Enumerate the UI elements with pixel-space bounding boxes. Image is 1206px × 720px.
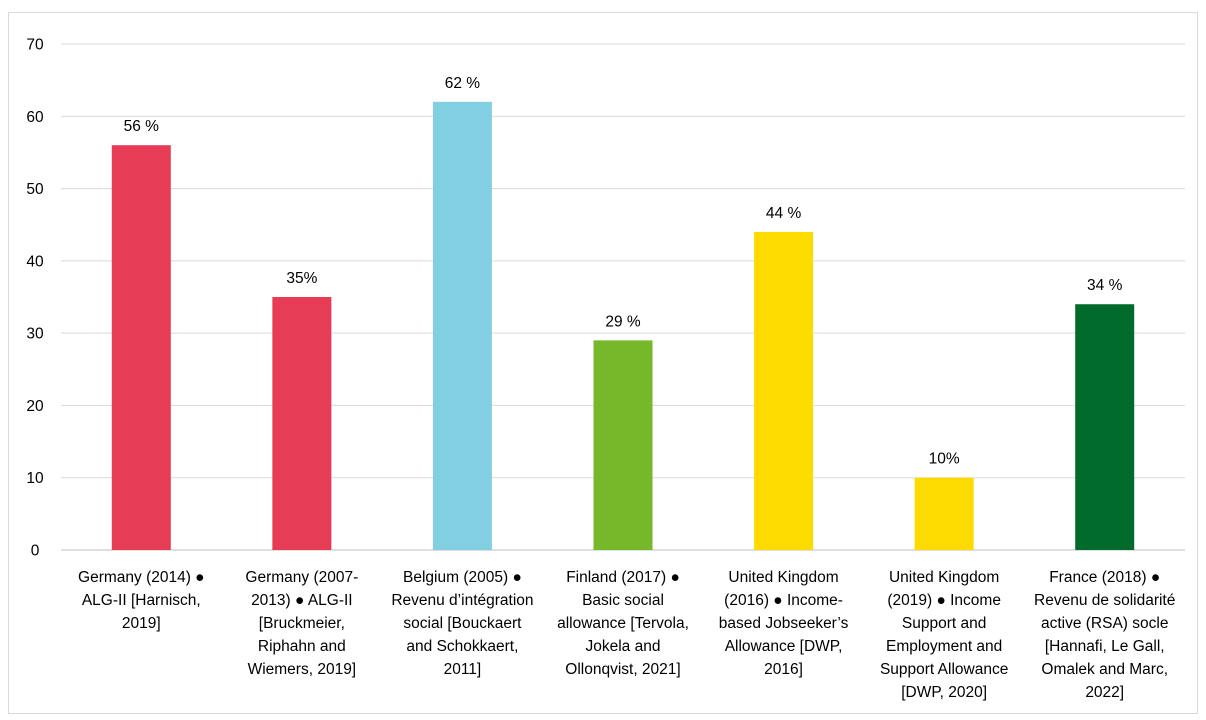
category-label-line: Germany (2007- — [245, 569, 358, 586]
bar-4 — [593, 340, 653, 550]
y-tick-label: 20 — [26, 398, 44, 415]
category-label-line: (2019) ● Income — [887, 592, 1001, 609]
bar-5 — [754, 231, 814, 550]
category-label-line: United Kingdom — [728, 569, 838, 586]
y-tick-label: 0 — [31, 543, 40, 560]
data-label-7: 34 % — [1087, 277, 1123, 294]
category-label-line: active (RSA) socle — [1041, 615, 1168, 632]
category-label-line: 2022] — [1085, 684, 1124, 701]
data-label-3: 62 % — [445, 75, 481, 92]
category-label-1: Germany (2014) ● ALG-II [Harnisch, 2019] — [78, 569, 205, 632]
category-label-line: social [Bouckaert — [403, 615, 522, 632]
category-label-line: [DWP, 2020] — [901, 684, 987, 701]
y-tick-label: 70 — [26, 37, 44, 54]
chart-area: 0 10 20 30 40 50 60 70 56 % Germany (2014) ● ALG-I… — [8, 12, 1198, 714]
bar-6 — [914, 477, 974, 550]
category-label-line: 2011] — [444, 661, 482, 678]
category-label-2: Germany (2007- 2013) ● ALG-II [Bruckmeier,… — [245, 569, 358, 678]
category-label-line: United Kingdom — [889, 569, 999, 586]
bar-1 — [111, 145, 171, 550]
category-label-5: United Kingdom (2016) ● Income-based Jobs… — [719, 569, 849, 678]
data-label-6: 10% — [929, 451, 960, 468]
category-label-line: Ollonqvist, 2021] — [565, 661, 680, 678]
bar-2 — [272, 297, 332, 550]
category-label-6: United Kingdom (2019) ● Income Support and… — [880, 569, 1008, 701]
category-label-line: Belgium (2005) ● — [403, 569, 522, 586]
category-label-line: Wiemers, 2019] — [248, 661, 357, 678]
category-label-line: Support and — [902, 615, 986, 632]
category-label-line: Allowance [DWP, — [725, 638, 843, 655]
category-label-4: Finland (2017) ● Basic social allowance [T… — [557, 569, 689, 678]
category-label-line: based Jobseeker’s — [719, 615, 849, 632]
category-label-line: allowance [Tervola, — [557, 615, 689, 632]
bar-chart: 0 10 20 30 40 50 60 70 56 % Germany (2014) ● ALG-I… — [26, 37, 1185, 701]
category-label-line: (2016) ● Income- — [724, 592, 843, 609]
y-tick-label: 30 — [26, 326, 44, 343]
y-tick-label: 40 — [26, 253, 44, 270]
category-label-line: Revenu d’intégration — [391, 592, 533, 609]
category-label-line: Riphahn and — [258, 638, 346, 655]
data-label-1: 56 % — [124, 118, 160, 135]
category-label-line: 2016] — [764, 661, 803, 678]
category-label-line: Jokela and — [586, 638, 661, 655]
y-tick-label: 50 — [26, 181, 44, 198]
category-label-line: Basic social — [582, 592, 664, 609]
category-label-line: and Schokkaert, — [406, 638, 518, 655]
data-label-5: 44 % — [766, 205, 802, 222]
data-label-2: 35% — [286, 270, 317, 287]
bar-3 — [432, 101, 492, 550]
category-label-line: France (2018) ● — [1049, 569, 1160, 586]
category-label-7: France (2018) ● Revenu de solidarité activ… — [1034, 569, 1175, 701]
category-label-line: Finland (2017) ● — [566, 569, 680, 586]
category-label-line: 2019] — [122, 615, 161, 632]
category-label-line: Revenu de solidarité — [1034, 592, 1175, 609]
category-label-line: Employment and — [886, 638, 1002, 655]
category-label-line: [Hannafi, Le Gall, — [1045, 638, 1165, 655]
data-label-4: 29 % — [605, 313, 641, 330]
category-label-3: Belgium (2005) ● Revenu d’intégration soci… — [391, 569, 533, 678]
y-tick-label: 10 — [26, 470, 44, 487]
category-label-line: [Bruckmeier, — [259, 615, 345, 632]
category-label-line: Germany (2014) ● — [78, 569, 205, 586]
category-label-line: Support Allowance — [880, 661, 1008, 678]
category-label-line: 2013) ● ALG-II — [251, 592, 353, 609]
y-tick-label: 60 — [26, 109, 44, 126]
category-label-line: ALG-II [Harnisch, — [82, 592, 201, 609]
bar-7 — [1075, 304, 1135, 550]
category-label-line: Omalek and Marc, — [1041, 661, 1168, 678]
